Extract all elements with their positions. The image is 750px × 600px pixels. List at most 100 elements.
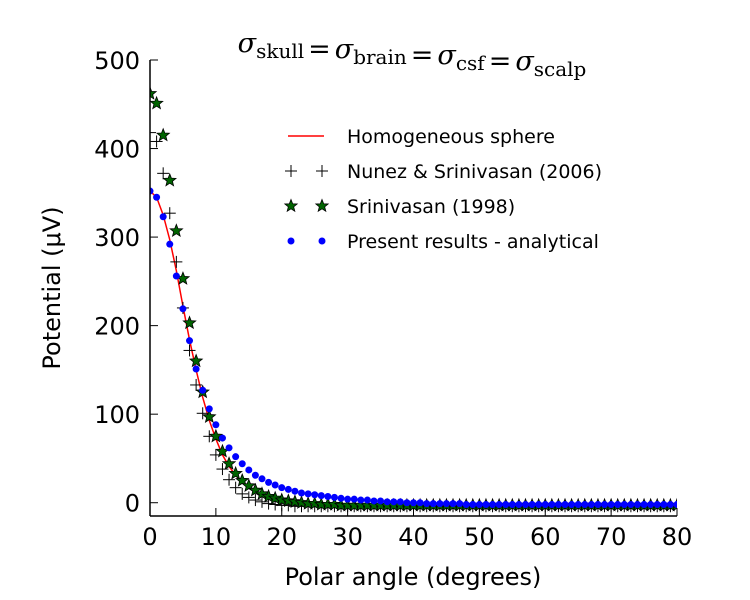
- data-point-dot: [456, 500, 464, 508]
- title-sigma: σ: [238, 28, 258, 59]
- data-point-star: [208, 428, 224, 443]
- data-point-dot: [238, 460, 246, 468]
- y-tick-label: 300: [94, 224, 140, 252]
- data-point-dot: [436, 500, 444, 508]
- data-point-dot: [403, 499, 411, 507]
- data-point-dot: [647, 500, 655, 508]
- y-tick-label: 400: [94, 136, 140, 164]
- data-point-dot: [311, 491, 319, 499]
- data-point-dot: [660, 500, 668, 508]
- data-point-plus: [170, 255, 183, 268]
- x-tick-label: 10: [201, 523, 232, 551]
- x-tick-label: 0: [142, 523, 157, 551]
- data-point-dot: [383, 498, 391, 506]
- series-dot: [150, 187, 677, 508]
- y-tick-label: 0: [125, 490, 140, 518]
- data-point-dot: [574, 500, 582, 508]
- data-point-dot: [357, 496, 365, 504]
- data-point-dot: [521, 500, 529, 508]
- data-point-dot: [614, 500, 622, 508]
- legend-label: Nunez & Srinivasan (2006): [347, 161, 602, 183]
- y-axis-label: Potential (μV): [38, 206, 66, 369]
- data-point-dot: [587, 500, 595, 508]
- data-point-dot: [370, 497, 378, 505]
- data-point-star: [150, 95, 164, 110]
- data-point-dot: [601, 500, 609, 508]
- y-ticks: 0 100 200 300 400 500: [94, 47, 158, 518]
- data-point-dot: [390, 498, 398, 506]
- data-point-dot: [186, 337, 194, 345]
- title-equals: =: [308, 34, 331, 65]
- data-point-dot: [515, 500, 523, 508]
- x-ticks: 0 10 20 30 40 50 60 70 80: [142, 508, 692, 551]
- data-point-star: [188, 353, 204, 368]
- data-point-dot: [317, 492, 325, 500]
- data-point-dot: [548, 500, 556, 508]
- data-point-star: [241, 478, 257, 493]
- legend-marker: [283, 198, 299, 213]
- data-point-dot: [278, 484, 286, 492]
- legend-marker: [285, 165, 297, 177]
- data-point-dot: [396, 498, 404, 506]
- legend-marker: [314, 198, 330, 213]
- title-sigma: σ: [515, 46, 535, 77]
- data-point-star: [287, 494, 303, 508]
- data-point-dot: [377, 497, 385, 505]
- title-equals: =: [489, 46, 512, 77]
- data-point-dot: [251, 471, 259, 479]
- data-point-plus: [190, 378, 203, 391]
- data-point-dot: [489, 500, 497, 508]
- data-point-dot: [330, 493, 338, 501]
- legend-label: Present results - analytical: [347, 231, 599, 253]
- data-point-dot: [462, 500, 470, 508]
- data-point-plus: [196, 407, 209, 420]
- data-point-dot: [561, 500, 569, 508]
- data-point-plus: [236, 487, 249, 500]
- data-point-dot: [673, 500, 677, 508]
- data-point-dot: [416, 499, 424, 507]
- y-tick-label: 200: [94, 313, 140, 341]
- data-point-dot: [304, 490, 312, 498]
- data-point-plus: [183, 344, 196, 357]
- data-point-plus: [242, 491, 255, 504]
- data-point-star: [274, 492, 289, 507]
- data-point-plus: [223, 473, 236, 486]
- data-point-dot: [633, 500, 641, 508]
- legend-entry: Srinivasan (1998): [283, 196, 515, 218]
- data-point-dot: [192, 365, 200, 373]
- data-point-dot: [541, 500, 549, 508]
- data-point-dot: [225, 444, 233, 452]
- data-point-dot: [469, 500, 477, 508]
- legend-entry: Present results - analytical: [287, 231, 599, 253]
- legend-marker: [287, 237, 295, 245]
- data-point-dot: [554, 500, 562, 508]
- data-point-dot: [653, 500, 661, 508]
- data-point-star: [150, 86, 158, 100]
- title-subscript: skull: [256, 39, 304, 63]
- data-point-dot: [363, 496, 371, 504]
- chart-title: σskull = σbrain = σcsf = σscalp: [238, 28, 587, 81]
- data-point-dot: [179, 305, 187, 313]
- data-point-dot: [344, 495, 352, 503]
- legend-entry: Homogeneous sphere: [288, 126, 555, 148]
- data-point-dot: [291, 487, 299, 495]
- data-point-dot: [212, 421, 220, 429]
- data-point-plus: [163, 207, 176, 220]
- x-axis-label: Polar angle (degrees): [285, 563, 542, 591]
- data-point-dot: [475, 500, 483, 508]
- data-point-star: [202, 409, 217, 423]
- data-point-dot: [495, 500, 503, 508]
- data-point-dot: [172, 272, 180, 280]
- data-point-plus: [150, 126, 156, 139]
- data-point-star: [281, 493, 296, 508]
- x-tick-label: 40: [398, 523, 429, 551]
- data-point-dot: [449, 500, 457, 508]
- data-point-plus: [216, 463, 229, 476]
- data-point-star: [155, 127, 171, 142]
- data-point-star: [228, 465, 243, 480]
- series-layer: [150, 86, 677, 513]
- data-point-dot: [218, 434, 226, 442]
- data-point-star: [248, 482, 263, 497]
- data-point-plus: [150, 135, 163, 148]
- x-tick-label: 20: [266, 523, 297, 551]
